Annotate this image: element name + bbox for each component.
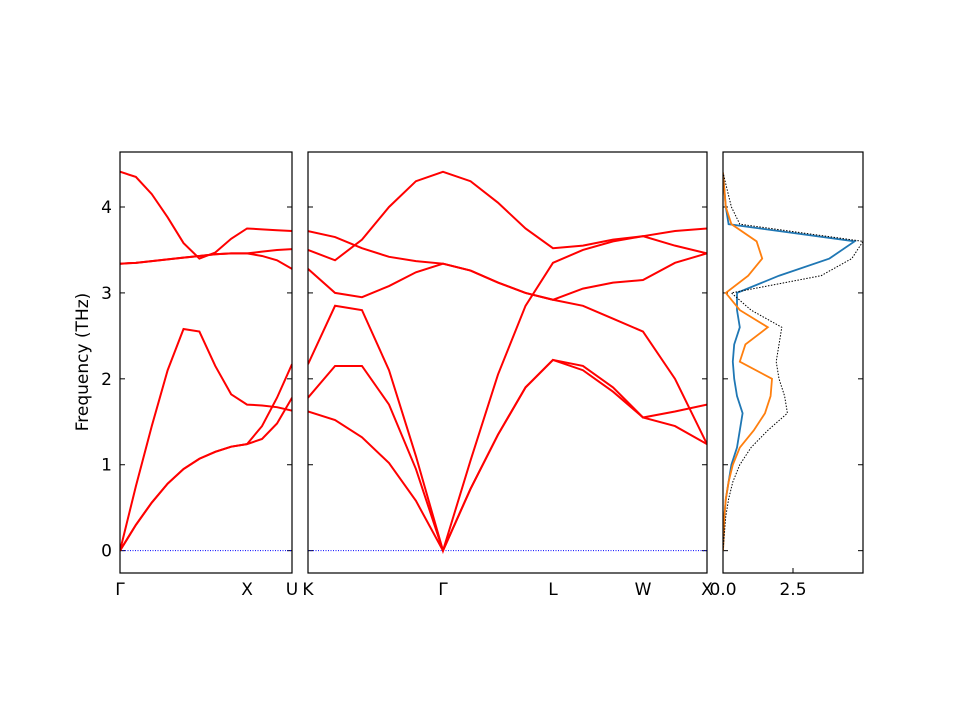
plot-frame xyxy=(307,151,708,574)
y-tick-label: 2 xyxy=(101,370,112,390)
band xyxy=(120,327,292,551)
plot-frame xyxy=(722,151,864,574)
dos-curve xyxy=(723,172,773,551)
band xyxy=(308,170,707,262)
x-tick-label: W xyxy=(635,580,652,600)
band xyxy=(120,363,292,552)
x-tick-label: 2.5 xyxy=(779,580,806,600)
band xyxy=(308,230,707,301)
y-axis-label: Frequency (THz) xyxy=(73,293,93,432)
x-tick-label: K xyxy=(302,580,314,600)
x-tick-label: X xyxy=(701,580,713,600)
y-tick-label: 3 xyxy=(101,284,112,304)
dos-curve xyxy=(723,172,858,551)
band xyxy=(308,358,707,554)
y-tick-label: 0 xyxy=(101,542,112,562)
x-tick-label: 0.0 xyxy=(709,580,736,600)
band xyxy=(120,397,292,552)
band xyxy=(120,170,292,260)
x-tick-label: X xyxy=(241,580,253,600)
y-tick-label: 4 xyxy=(101,198,112,218)
x-tick-label: U xyxy=(286,580,298,600)
plot-frame xyxy=(119,151,293,574)
band xyxy=(308,358,707,553)
x-tick-label: Γ xyxy=(438,580,448,600)
dos-curve xyxy=(723,172,863,551)
x-tick-label: L xyxy=(548,580,558,600)
x-tick-label: Γ xyxy=(115,580,125,600)
y-tick-label: 1 xyxy=(101,456,112,476)
